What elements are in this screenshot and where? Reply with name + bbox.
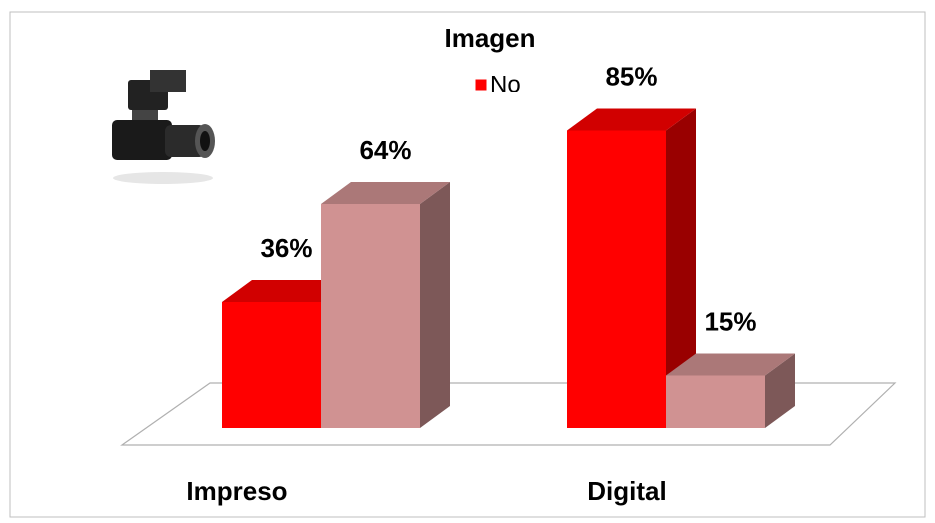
bar-top: [321, 182, 450, 204]
legend-swatch: [474, 78, 488, 92]
bar-top: [222, 280, 351, 302]
value-label: 36%: [260, 233, 312, 263]
bar: [666, 375, 765, 428]
bar-top: [567, 108, 696, 131]
bar: [222, 302, 321, 428]
bar-side: [420, 182, 450, 428]
value-label: 64%: [359, 135, 411, 165]
camera-icon: [112, 70, 215, 184]
bar-top: [666, 353, 795, 376]
x-tick-label: Digital: [587, 476, 666, 506]
bar-side: [765, 353, 795, 428]
bar-side: [666, 108, 696, 428]
value-label: 15%: [704, 306, 756, 336]
x-tick-label: Impreso: [186, 476, 287, 506]
legend: No: [474, 71, 521, 98]
legend-label: No: [490, 71, 521, 98]
bar: [321, 204, 420, 428]
bar: [567, 130, 666, 428]
chart-title: Imagen: [444, 23, 535, 53]
value-label: 85%: [605, 61, 657, 91]
